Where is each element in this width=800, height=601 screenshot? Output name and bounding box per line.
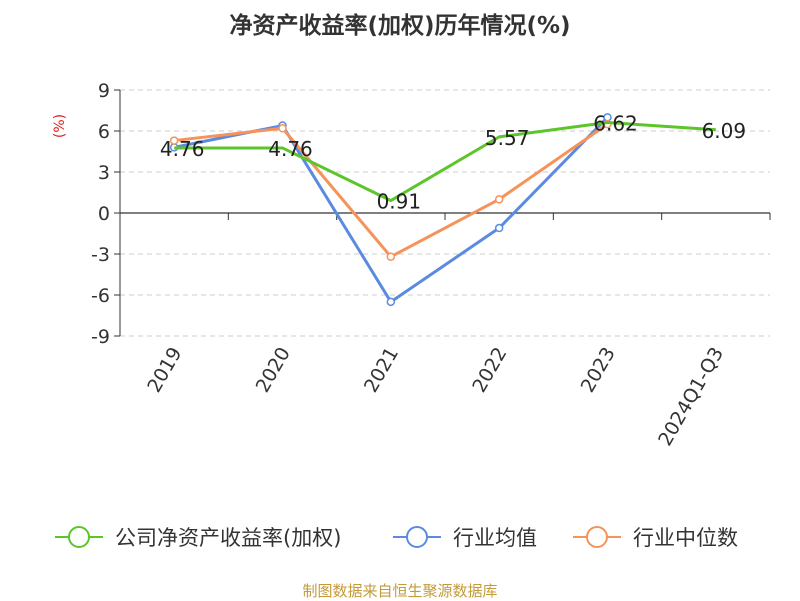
x-tick-label: 2022 (468, 343, 511, 396)
y-tick-label: 9 (98, 80, 110, 102)
data-labels: 4.76 4.76 0.91 5.57 6.62 6.09 (160, 112, 746, 214)
x-tick-label: 2020 (252, 344, 295, 397)
legend-marker (68, 526, 90, 548)
data-label: 0.91 (377, 190, 422, 214)
legend-label: 行业中位数 (633, 526, 738, 550)
data-label: 5.57 (485, 126, 530, 150)
legend-marker (586, 526, 608, 548)
y-tick-label: 6 (98, 121, 110, 143)
data-point (494, 195, 504, 204)
y-tick-label: -3 (91, 244, 110, 266)
data-point (278, 124, 287, 133)
data-point (494, 223, 504, 233)
legend: 公司净资产收益率(加权) 行业均值 行业中位数 (55, 526, 738, 550)
data-point (386, 297, 396, 307)
data-label: 4.76 (268, 137, 313, 161)
y-axis-label: (%) (52, 114, 68, 138)
footer-source: 制图数据来自恒生聚源数据库 (302, 582, 498, 600)
x-tick-label: 2024Q1-Q3 (654, 344, 728, 450)
legend-label: 公司净资产收益率(加权) (115, 526, 341, 550)
y-tick-label: 3 (98, 162, 110, 184)
x-tick-label: 2023 (577, 344, 620, 397)
data-point (386, 252, 396, 261)
legend-marker (406, 526, 428, 548)
series-lines (169, 113, 716, 307)
y-tick-label: -6 (91, 285, 110, 307)
x-axis: 2019 2020 2021 2022 2023 2024Q1-Q3 (119, 212, 771, 450)
data-label: 4.76 (160, 137, 205, 161)
chart-title: 净资产收益率(加权)历年情况(%) (229, 13, 571, 39)
x-tick-label: 2019 (143, 344, 186, 397)
x-tick-label: 2021 (360, 344, 403, 397)
series-line (174, 121, 716, 203)
data-label: 6.62 (593, 112, 638, 136)
y-axis: 9 6 3 0 -3 -6 -9 (91, 80, 121, 348)
data-point (169, 136, 179, 145)
gridlines (120, 89, 770, 337)
y-tick-label: 0 (98, 203, 110, 225)
y-tick-label: -9 (91, 326, 110, 348)
legend-label: 行业均值 (453, 526, 537, 550)
data-label: 6.09 (702, 119, 747, 143)
